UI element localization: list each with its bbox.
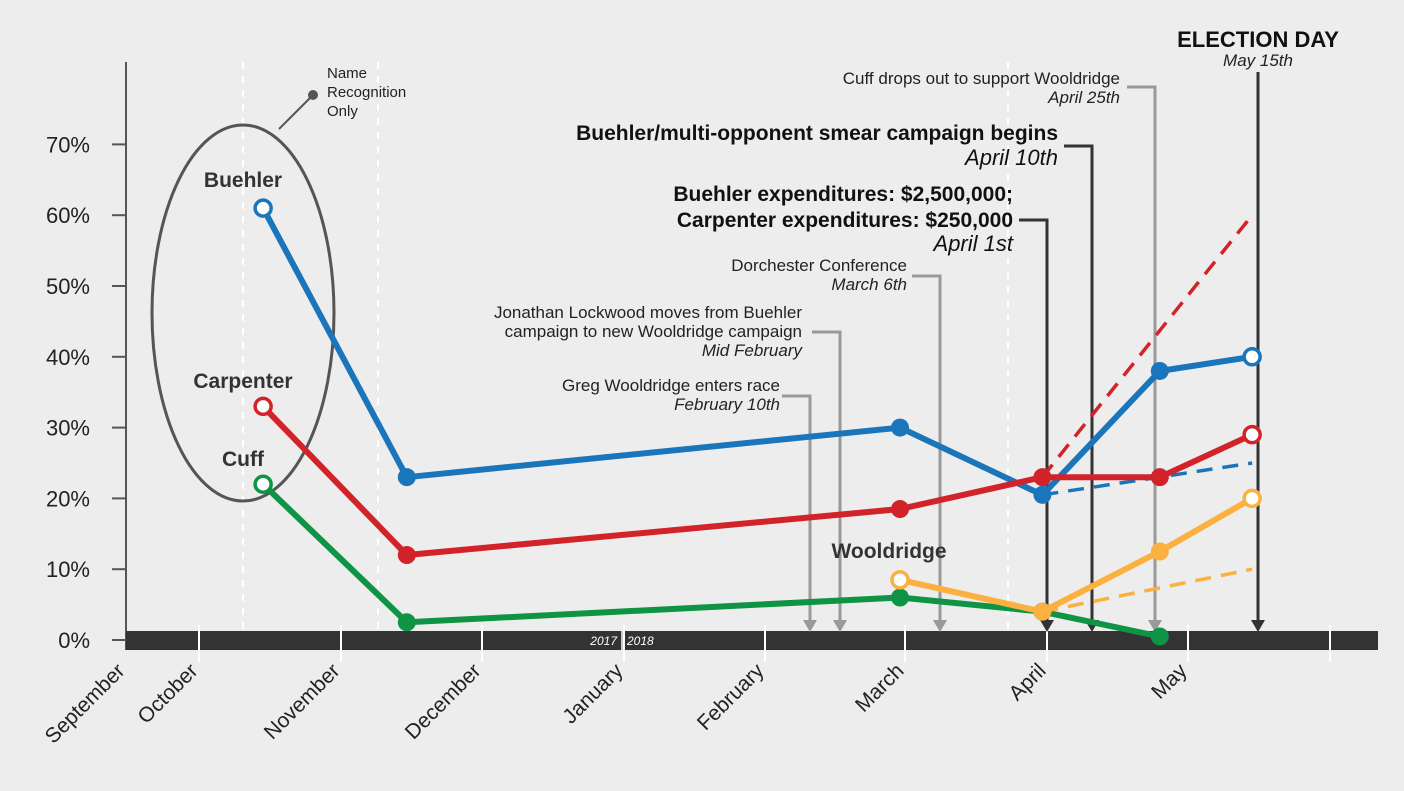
buehler-point xyxy=(1242,347,1262,367)
name-recognition-dot xyxy=(308,90,318,100)
carpenter-series: Carpenter xyxy=(193,214,1262,565)
wooldridge-series: Wooldridge xyxy=(831,488,1262,621)
buehler-line xyxy=(260,206,1253,498)
series-layer: Buehler Carpenter Cuff Wooldridge xyxy=(193,169,1262,646)
name-recognition-ellipse xyxy=(150,123,336,503)
annotation-date: February 10th xyxy=(674,395,780,414)
annotation-text: Dorchester Conference xyxy=(731,256,907,275)
annotation-arrowhead xyxy=(933,620,947,632)
wooldridge-point xyxy=(890,570,910,590)
cuff-point xyxy=(1150,627,1169,646)
name-recognition-line-1: Name xyxy=(327,65,367,82)
annotation-leader xyxy=(912,274,942,628)
annotation-date: April 10th xyxy=(963,145,1058,170)
annotation-text: Carpenter expenditures: $250,000 xyxy=(677,209,1013,232)
cuff-point xyxy=(891,588,909,607)
carpenter-point xyxy=(1150,468,1169,487)
annotation-text: Buehler/multi-opponent smear campaign be… xyxy=(576,122,1058,145)
buehler-series: Buehler xyxy=(204,169,1262,504)
annotation-leader xyxy=(1064,144,1094,628)
carpenter-label: Carpenter xyxy=(193,370,292,393)
y-tick-label: 50% xyxy=(46,274,90,299)
cuff-point xyxy=(253,474,273,494)
annotation-arrowhead xyxy=(803,620,817,632)
annotation-text: Buehler expenditures: $2,500,000; xyxy=(673,183,1013,206)
wooldridge-label: Wooldridge xyxy=(831,540,946,563)
carpenter-point xyxy=(397,546,416,565)
vertical-guides xyxy=(242,62,1009,631)
y-ticks: 0% 10% 20% 30% 40% 50% 60% 70% xyxy=(46,132,126,653)
annotation-date: Mid February xyxy=(702,341,804,360)
carpenter-line xyxy=(260,404,1254,558)
wooldridge-line xyxy=(899,495,1254,615)
annotation-text: Greg Wooldridge enters race xyxy=(562,376,780,395)
election-day-date: May 15th xyxy=(1223,51,1293,70)
annotation-arrowhead xyxy=(1040,620,1054,632)
buehler-point xyxy=(1150,361,1169,380)
y-tick-label: 10% xyxy=(46,557,90,582)
annotation-text: Cuff drops out to support Wooldridge xyxy=(843,69,1120,88)
buehler-point xyxy=(1033,485,1052,504)
annotation-leader xyxy=(1127,85,1157,628)
year-label-2018: 2018 xyxy=(626,634,654,648)
annotation-arrowhead xyxy=(1148,620,1162,632)
buehler-point xyxy=(253,198,273,218)
annotation-date: March 6th xyxy=(831,275,907,294)
name-recognition-line-3: Only xyxy=(327,103,358,120)
name-recognition-line-2: Recognition xyxy=(327,84,406,101)
buehler-point xyxy=(397,468,416,487)
year-label-2017: 2017 xyxy=(589,634,618,648)
carpenter-projection-line xyxy=(1041,214,1254,479)
cuff-series: Cuff xyxy=(222,448,1169,646)
wooldridge-point xyxy=(1150,542,1169,561)
election-day-arrowhead xyxy=(1251,620,1265,632)
timeline-bar xyxy=(126,631,1378,650)
election-day-title: ELECTION DAY xyxy=(1177,27,1339,52)
carpenter-point xyxy=(253,396,273,417)
cuff-label: Cuff xyxy=(222,448,265,471)
annotation-text: Jonathan Lockwood moves from Buehler xyxy=(494,303,802,322)
wooldridge-projection-line xyxy=(1042,567,1253,614)
y-tick-label: 40% xyxy=(46,345,90,370)
month-ticks xyxy=(198,625,1331,662)
annotation-leader xyxy=(812,330,842,628)
y-tick-label: 0% xyxy=(58,628,90,653)
buehler-point xyxy=(891,418,909,437)
wooldridge-point xyxy=(1033,602,1052,621)
y-tick-label: 70% xyxy=(46,132,90,157)
carpenter-point xyxy=(1242,424,1262,445)
annotation-leader xyxy=(782,394,812,628)
carpenter-point xyxy=(1033,468,1052,487)
y-tick-label: 20% xyxy=(46,486,90,511)
annotation-date: April 25th xyxy=(1047,88,1120,107)
y-tick-label: 60% xyxy=(46,203,90,228)
carpenter-point xyxy=(891,500,909,519)
cuff-point xyxy=(397,613,416,632)
buehler-label: Buehler xyxy=(204,169,282,192)
annotation-arrowhead xyxy=(833,620,847,632)
wooldridge-point xyxy=(1242,488,1262,509)
name-recognition-pointer xyxy=(278,94,314,130)
annotation-date: April 1st xyxy=(932,231,1014,256)
y-tick-label: 30% xyxy=(46,416,90,441)
annotation-text: campaign to new Wooldridge campaign xyxy=(505,322,802,341)
